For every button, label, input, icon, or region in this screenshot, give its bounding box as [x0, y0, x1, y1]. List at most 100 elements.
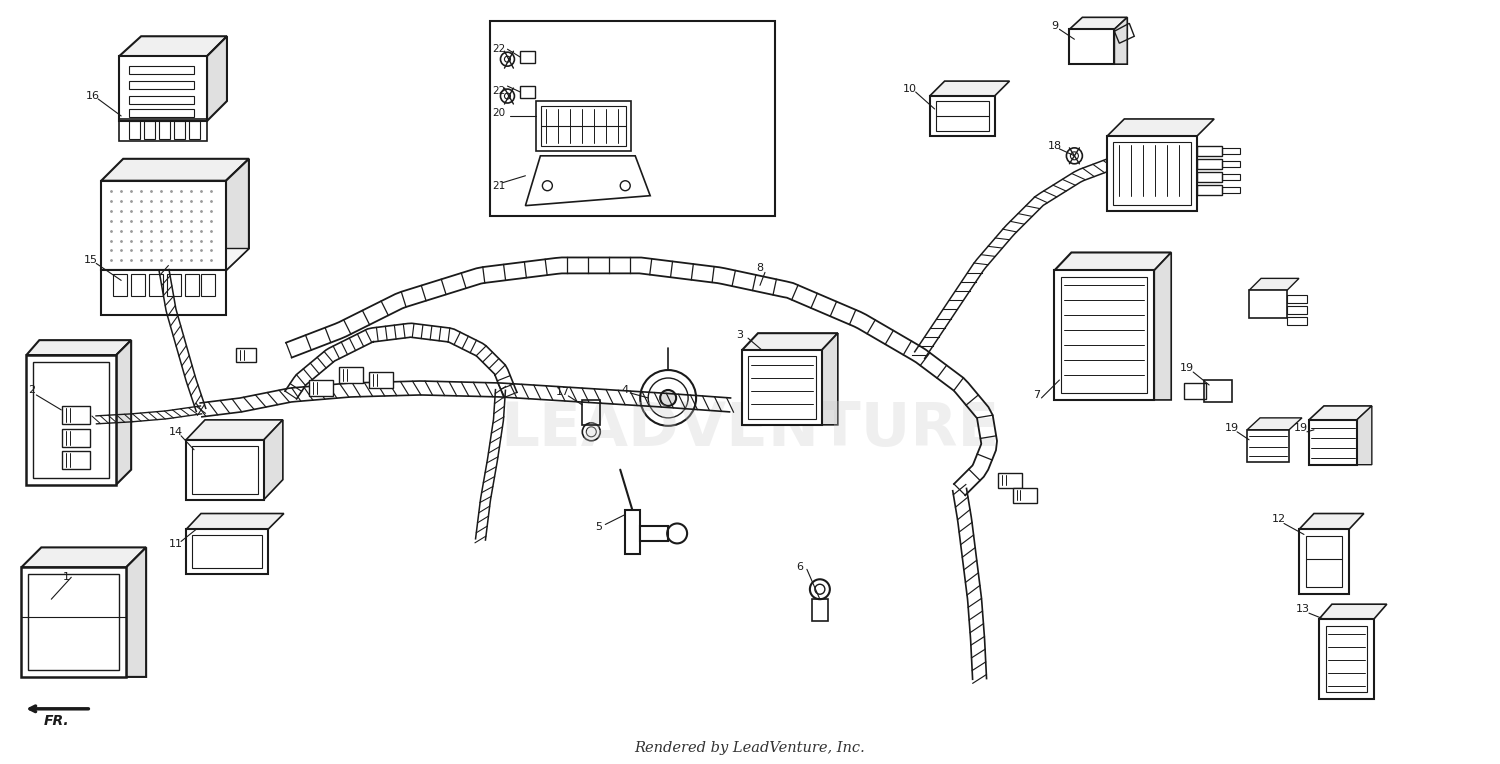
Bar: [490, 21, 776, 215]
Text: 22: 22: [492, 86, 506, 96]
Text: 14: 14: [170, 427, 183, 437]
Bar: [1197, 185, 1222, 195]
Text: 16: 16: [86, 91, 100, 101]
Bar: [1054, 270, 1155, 400]
Bar: [129, 96, 194, 104]
Text: 13: 13: [1296, 604, 1310, 614]
Bar: [1222, 186, 1240, 193]
Bar: [369, 372, 393, 388]
Bar: [63, 429, 90, 447]
Text: 17: 17: [556, 387, 570, 397]
Bar: [1246, 430, 1288, 461]
Bar: [542, 106, 626, 146]
Bar: [1197, 159, 1222, 169]
Bar: [748, 356, 816, 419]
Bar: [129, 109, 194, 117]
Text: 19: 19: [1180, 363, 1194, 373]
Bar: [1299, 529, 1348, 594]
Bar: [186, 529, 268, 575]
Text: 22: 22: [492, 44, 506, 54]
Bar: [63, 451, 90, 468]
Text: 21: 21: [492, 181, 506, 191]
Polygon shape: [21, 547, 146, 568]
Text: 3: 3: [736, 330, 744, 340]
Bar: [1204, 380, 1231, 402]
Bar: [159, 121, 170, 139]
Bar: [174, 121, 184, 139]
Bar: [1222, 148, 1240, 154]
Text: 12: 12: [1272, 514, 1286, 525]
Polygon shape: [186, 513, 284, 529]
Polygon shape: [1114, 18, 1128, 64]
Bar: [582, 400, 600, 425]
Bar: [1287, 306, 1306, 314]
Polygon shape: [930, 81, 1010, 96]
Text: 19: 19: [1226, 422, 1239, 433]
Bar: [1287, 317, 1306, 325]
Bar: [144, 121, 154, 139]
Polygon shape: [126, 547, 146, 677]
Bar: [118, 119, 207, 141]
Bar: [936, 101, 988, 131]
Bar: [1250, 290, 1287, 319]
Bar: [236, 348, 256, 362]
Bar: [112, 274, 128, 296]
Polygon shape: [1299, 513, 1364, 529]
Bar: [1113, 142, 1191, 205]
Bar: [1326, 626, 1366, 692]
Text: 8: 8: [756, 264, 764, 274]
Bar: [129, 66, 194, 74]
Bar: [520, 86, 536, 98]
Bar: [1013, 487, 1038, 503]
Bar: [520, 51, 536, 63]
Polygon shape: [742, 333, 839, 350]
Polygon shape: [207, 36, 226, 121]
Text: 1: 1: [63, 572, 70, 582]
Bar: [21, 568, 126, 677]
Polygon shape: [1358, 406, 1372, 465]
Polygon shape: [1155, 252, 1172, 400]
Bar: [148, 274, 164, 296]
Polygon shape: [100, 248, 249, 270]
Text: 15: 15: [84, 255, 98, 265]
Bar: [1222, 173, 1240, 180]
Bar: [1306, 536, 1342, 588]
Bar: [129, 81, 194, 89]
Polygon shape: [1054, 252, 1172, 270]
Polygon shape: [118, 36, 226, 57]
Polygon shape: [186, 420, 284, 440]
Bar: [1287, 296, 1306, 303]
Bar: [1318, 619, 1374, 699]
Text: 10: 10: [903, 84, 916, 94]
Text: 9: 9: [1052, 21, 1058, 31]
Bar: [930, 96, 994, 136]
Bar: [812, 599, 828, 621]
Polygon shape: [1250, 278, 1299, 290]
Text: 6: 6: [796, 562, 804, 572]
Bar: [192, 536, 262, 568]
Bar: [1062, 277, 1148, 393]
Bar: [537, 101, 632, 151]
Text: 2: 2: [28, 385, 34, 395]
Polygon shape: [1246, 418, 1302, 430]
Polygon shape: [1318, 604, 1388, 619]
Polygon shape: [626, 510, 640, 555]
Bar: [130, 274, 146, 296]
Bar: [1107, 136, 1197, 211]
Bar: [186, 440, 264, 500]
Bar: [192, 445, 258, 494]
Text: 5: 5: [596, 523, 602, 533]
Text: 7: 7: [1034, 390, 1040, 400]
Bar: [1070, 29, 1114, 64]
Polygon shape: [822, 333, 839, 425]
Text: 20: 20: [492, 108, 506, 118]
Polygon shape: [1107, 119, 1214, 136]
Polygon shape: [27, 340, 130, 355]
Text: FR.: FR.: [44, 714, 69, 728]
Bar: [1222, 160, 1240, 167]
Bar: [339, 367, 363, 383]
Bar: [1310, 420, 1358, 465]
Bar: [33, 362, 110, 478]
Text: 11: 11: [170, 539, 183, 549]
Bar: [309, 380, 333, 396]
